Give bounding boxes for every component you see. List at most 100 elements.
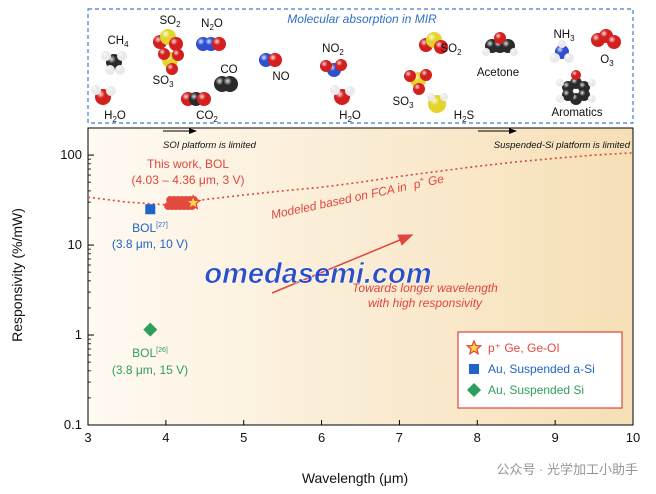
acetone-molecule-label: Acetone (477, 67, 519, 79)
molecules-panel-border (87, 8, 634, 124)
bol27-label: BOL[27] (132, 221, 168, 235)
atom-highlight (558, 40, 566, 48)
legend-diamond-marker (467, 383, 481, 397)
atom-highlight (169, 37, 183, 51)
nh3-molecule-icon (550, 40, 574, 63)
atom-highlight (556, 79, 564, 87)
bol26-condition: (3.8 μm, 15 V) (112, 363, 188, 377)
x-axis-title: Wavelength (μm) (302, 470, 408, 486)
legend-star-marker (465, 339, 483, 356)
x-tick-label: 6 (318, 430, 325, 445)
h2o-b-molecule-label: H2O (339, 110, 361, 124)
h2s-molecule-label: H2S (454, 110, 475, 124)
no-molecule-label: NO (272, 71, 289, 83)
suspended-limit-label: Suspended-Si platform is limited (494, 140, 631, 151)
co2-molecule-icon (181, 92, 211, 106)
atom-highlight (106, 86, 116, 96)
y-tick-label: 100 (60, 147, 82, 162)
x-tick-label: 3 (84, 430, 91, 445)
trend-arrow (271, 234, 414, 294)
trend-label-line1: Towards longer wavelength (352, 281, 498, 295)
atom-highlight (115, 65, 125, 75)
co-molecule-icon (214, 76, 238, 92)
atom-highlight (158, 48, 170, 60)
so2-a-molecule-icon (153, 29, 183, 51)
atom-highlight (105, 65, 115, 75)
atom-highlight (335, 59, 347, 71)
atom-highlight (427, 93, 435, 101)
atom-highlight (510, 48, 518, 56)
o3-molecule-label: O3 (600, 54, 614, 68)
atom-highlight (91, 85, 101, 95)
acetone-molecule-icon (482, 32, 518, 56)
so3-b-molecule-icon (404, 69, 432, 95)
x-tick-label: 5 (240, 430, 247, 445)
aromatics-molecule-label: Aromatics (551, 107, 602, 119)
x-tick-label: 7 (396, 430, 403, 445)
so3-a-molecule-label: SO3 (152, 75, 174, 89)
footer-watermark: 公众号 · 光学加工小助手 (496, 462, 638, 477)
no-molecule-icon (259, 53, 282, 67)
bol27-condition: (3.8 μm, 10 V) (112, 237, 188, 251)
so3-b-molecule-label: SO3 (392, 96, 414, 110)
x-tick-label: 8 (474, 430, 481, 445)
co2-molecule-label: CO2 (196, 110, 218, 124)
no2-molecule-icon (320, 59, 347, 77)
ch4-molecule-label: CH4 (107, 35, 129, 49)
atom-highlight (434, 40, 448, 54)
model-label-p: p (411, 177, 422, 192)
atom-highlight (222, 76, 238, 92)
atom-highlight (268, 53, 282, 67)
aromatics-molecule-icon (556, 70, 596, 105)
model-label-sup: + (419, 175, 426, 185)
y-tick-label: 0.1 (64, 417, 82, 432)
bol26-ref: [26] (156, 347, 168, 354)
so2-b-molecule-icon (419, 32, 448, 54)
atom-highlight (607, 35, 621, 49)
this-work-star-marker (184, 194, 202, 210)
so2-a-molecule-label: SO2 (159, 15, 181, 29)
atom-highlight (482, 48, 490, 56)
x-tick-label: 10 (626, 430, 640, 445)
y-axis-title: Responsivity (%/mW) (9, 208, 25, 342)
atom-highlight (420, 69, 432, 81)
atom-highlight (330, 85, 340, 95)
so3-a-molecule-icon (158, 48, 184, 75)
soi-limit-label: SOI platform is limited (163, 140, 257, 151)
bol27-ref: [27] (156, 222, 168, 229)
atom-highlight (562, 89, 574, 101)
h2o-a-molecule-label: H2O (104, 110, 126, 124)
watermark: omedasemi.com (204, 258, 431, 290)
atom-highlight (197, 92, 211, 106)
y-tick-label: 10 (68, 237, 82, 252)
bol26-diamond-marker (143, 322, 158, 337)
legend-label: p⁺ Ge, Ge-OI (488, 341, 560, 355)
platform-limits: SOI platform is limited Suspended-Si pla… (163, 128, 631, 151)
x-tick-label: 9 (552, 430, 559, 445)
x-tick-label: 4 (162, 430, 169, 445)
n2o-molecule-label: N2O (201, 18, 223, 32)
molecules-panel: Molecular absorption in MIR CH4 SO2 N2O SO3… (87, 8, 634, 124)
atom-highlight (550, 53, 560, 63)
atom-highlight (571, 70, 581, 80)
co-molecule-label: CO (220, 64, 237, 76)
ch4-molecule-icon (101, 51, 127, 75)
no2-molecule-label: NO2 (322, 43, 344, 57)
atom-highlight (440, 93, 448, 101)
legend-label: Au, Suspended Si (488, 383, 584, 397)
legend: p⁺ Ge, Ge-OI Au, Suspended a-Si Au, Suspen… (457, 331, 623, 409)
h2o-a-molecule-icon (91, 85, 116, 105)
atom-highlight (320, 60, 332, 72)
plot-frame (87, 127, 634, 426)
trend-label-line2: with high responsivity (368, 296, 483, 310)
atom-highlight (556, 95, 564, 103)
atom-highlight (101, 51, 111, 61)
bol26-label: BOL[26] (132, 346, 168, 360)
legend-square-marker (469, 364, 479, 374)
y-tick-label: 1 (75, 327, 82, 342)
bol27-square-marker (145, 204, 156, 215)
o3-molecule-icon (591, 29, 621, 49)
h2s-molecule-icon (427, 93, 448, 113)
model-label-ge: Ge (423, 172, 445, 190)
